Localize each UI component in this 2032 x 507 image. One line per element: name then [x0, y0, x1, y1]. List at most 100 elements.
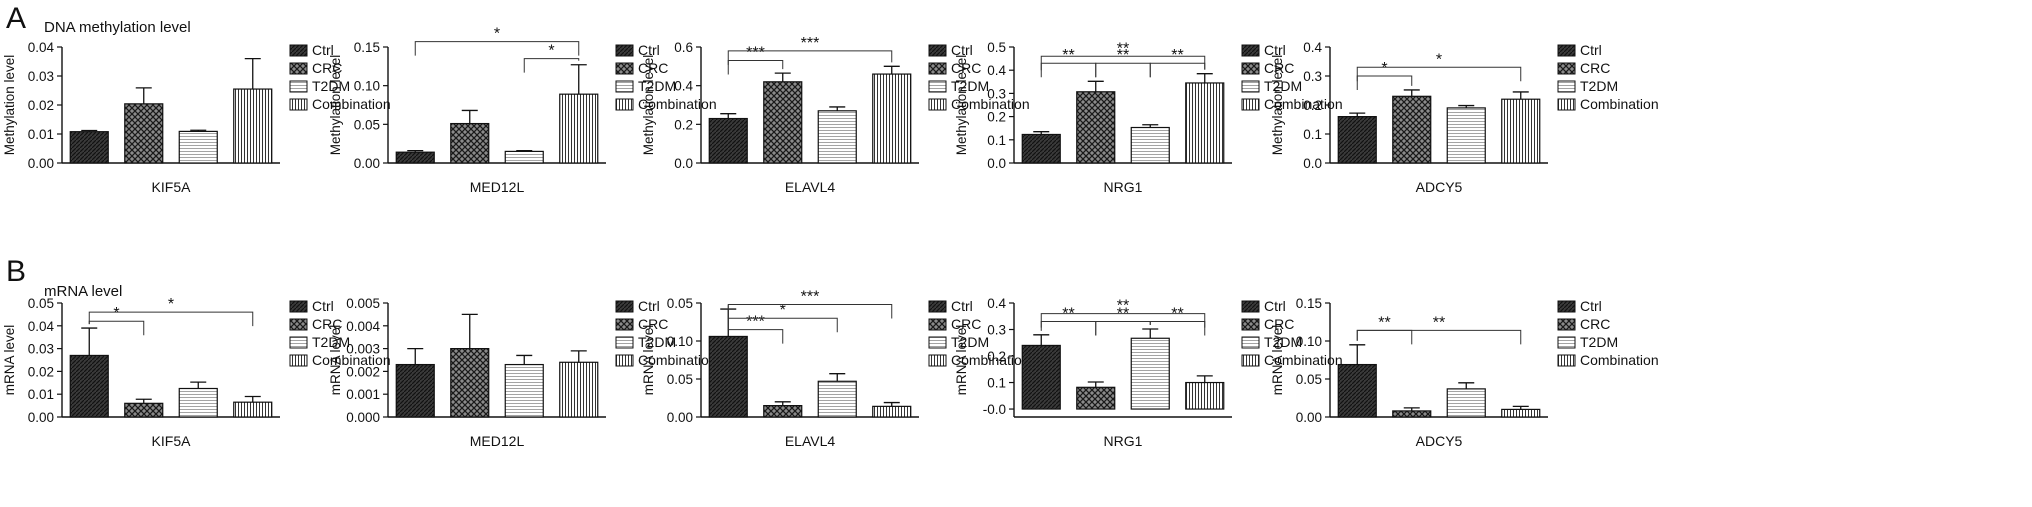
legend-swatch-combination: [928, 98, 947, 111]
significance-label: **: [1117, 47, 1129, 64]
significance-label: **: [1171, 306, 1183, 323]
legend-label-t2dm: T2DM: [1580, 334, 1618, 350]
y-tick-label: 0.2: [674, 117, 693, 132]
bar-t2dm: [178, 387, 218, 418]
y-tick-label: 0.2: [987, 349, 1006, 364]
legend-swatch-t2dm: [289, 80, 308, 93]
legend-swatch-t2dm: [928, 336, 947, 349]
row-title-b: mRNA level: [44, 283, 123, 300]
significance-label: ***: [746, 314, 765, 331]
legend-swatch-t2dm: [1241, 336, 1260, 349]
legend-swatch-crc: [1557, 318, 1576, 331]
bar-combination: [1501, 408, 1541, 418]
legend-label-combination: Combination: [951, 96, 1030, 112]
y-tick-label: 0.004: [346, 319, 380, 334]
bar-combination: [1501, 98, 1541, 164]
legend-swatch-t2dm: [289, 336, 308, 349]
y-tick-label: 0.1: [987, 133, 1006, 148]
bar-combination: [872, 405, 912, 418]
bar-t2dm: [504, 150, 544, 164]
legend-swatch-crc: [1557, 62, 1576, 75]
legend-label-ctrl: Ctrl: [312, 298, 334, 314]
significance-label: **: [1062, 47, 1074, 64]
legend-swatch-t2dm: [928, 80, 947, 93]
legend-label-ctrl: Ctrl: [1580, 42, 1602, 58]
significance-bracket: [1356, 66, 1522, 82]
legend-swatch-crc: [928, 318, 947, 331]
y-tick-label: 0.04: [28, 319, 55, 334]
bar-crc: [1392, 410, 1432, 418]
legend-swatch-combination: [1241, 98, 1260, 111]
legend-label-ctrl: Ctrl: [1580, 298, 1602, 314]
significance-bracket: [523, 58, 580, 73]
bar-crc: [1076, 91, 1116, 164]
significance-label: ***: [801, 35, 820, 52]
bar-t2dm: [1446, 388, 1486, 418]
bar-ctrl: [1021, 133, 1061, 164]
legend-label-crc: CRC: [312, 60, 342, 76]
bar-ctrl: [1337, 115, 1377, 164]
bar-ctrl: [69, 354, 109, 418]
chart-5-kif5a: 0.00 0.01 0.02 0.03 0.04 0.05 mRNA level KIF5A *…: [2, 296, 391, 449]
bar-crc: [450, 122, 490, 164]
bar-ctrl: [395, 363, 435, 418]
y-axis-label: mRNA level: [1270, 325, 1285, 396]
bar-ctrl: [1337, 363, 1377, 418]
legend-label-t2dm: T2DM: [312, 78, 350, 94]
significance-bracket: [414, 41, 580, 56]
y-tick-label: 0.15: [1296, 296, 1322, 311]
legend-label-ctrl: Ctrl: [638, 298, 660, 314]
y-tick-label: 0.4: [1303, 40, 1322, 55]
legend-swatch-t2dm: [615, 80, 634, 93]
legend-swatch-ctrl: [928, 300, 947, 313]
significance-bracket: [1149, 62, 1206, 78]
y-axis-label: Methylation level: [1270, 55, 1285, 156]
significance-bracket: [1356, 329, 1522, 345]
chart-1-med12l: 0.00 0.05 0.10 0.15 Methylation level MED12L *…: [328, 26, 717, 195]
bar-t2dm: [1130, 337, 1170, 410]
legend-label-crc: CRC: [1264, 316, 1294, 332]
y-tick-label: 0.3: [987, 86, 1006, 101]
legend-label-ctrl: Ctrl: [638, 42, 660, 58]
legend-swatch-combination: [289, 98, 308, 111]
x-axis-label: KIF5A: [152, 433, 192, 449]
legend-swatch-crc: [615, 62, 634, 75]
legend-swatch-ctrl: [1557, 44, 1576, 57]
significance-bracket: [727, 304, 893, 319]
legend-label-combination: Combination: [1264, 352, 1343, 368]
chart-3-nrg1: 0.0 0.1 0.2 0.3 0.4 0.5 Methylation level NRG1 *…: [954, 40, 1343, 195]
significance-label: ***: [746, 45, 765, 62]
legend-label-t2dm: T2DM: [1264, 78, 1302, 94]
legend-swatch-crc: [1241, 62, 1260, 75]
y-tick-label: 0.10: [1296, 334, 1322, 349]
y-axis-label: Methylation level: [954, 55, 969, 156]
legend-swatch-ctrl: [615, 44, 634, 57]
x-axis-label: ADCY5: [1416, 179, 1463, 195]
legend-swatch-t2dm: [1241, 80, 1260, 93]
legend-label-ctrl: Ctrl: [312, 42, 334, 58]
legend-label-crc: CRC: [1580, 60, 1610, 76]
legend-swatch-crc: [289, 62, 308, 75]
significance-bracket: [1149, 321, 1206, 336]
x-axis-label: ELAVL4: [785, 179, 836, 195]
y-tick-label: 0.15: [354, 40, 380, 55]
significance-bracket: [1095, 62, 1151, 78]
significance-bracket: [1040, 62, 1097, 78]
significance-bracket: [1095, 321, 1151, 336]
significance-label: **: [1171, 47, 1183, 64]
significance-label: *: [494, 26, 500, 43]
y-tick-label: 0.01: [28, 127, 54, 142]
y-tick-label: 0.00: [354, 156, 380, 171]
y-tick-label: 0.4: [987, 296, 1006, 311]
significance-label: **: [1433, 314, 1445, 331]
legend-label-crc: CRC: [951, 60, 981, 76]
y-tick-label: 0.005: [346, 296, 380, 311]
bar-t2dm: [504, 363, 544, 418]
significance-label: *: [780, 302, 786, 319]
legend-swatch-ctrl: [928, 44, 947, 57]
x-axis-label: MED12L: [470, 179, 525, 195]
legend-swatch-t2dm: [1557, 336, 1576, 349]
y-tick-label: 0.03: [28, 69, 54, 84]
